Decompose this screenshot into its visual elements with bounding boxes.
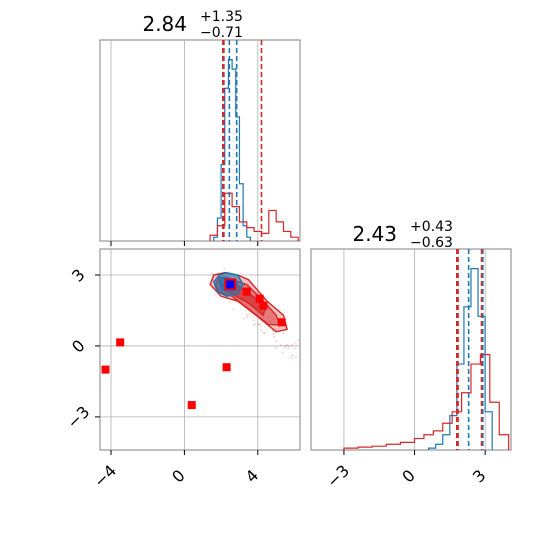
scatter-sample-point (254, 322, 257, 325)
scatter-sample-point (271, 329, 274, 332)
scatter-sample-point (291, 354, 294, 357)
scatter-sample-point (260, 329, 263, 332)
histogram-y-title-value: 2.43 (352, 222, 397, 246)
scatter-sample-point (245, 303, 248, 306)
scatter-marker-blue (226, 280, 235, 289)
scatter-sample-point (257, 323, 259, 326)
scatter-sample-point (297, 339, 300, 342)
scatter-xtick-label: 4 (242, 466, 263, 487)
histogram-y-xtick-label: −3 (323, 461, 353, 491)
scatter-sample-point (268, 320, 271, 322)
marginal-histogram-y-panel: −3 0 3 2.43 +0.43 −0.63 (310, 219, 512, 491)
scatter-sample-point (243, 317, 246, 320)
scatter-marker-red (101, 365, 110, 374)
histogram-x-grid (110, 40, 259, 241)
scatter-sample-point (263, 331, 266, 334)
scatter-sample-point (211, 272, 214, 275)
scatter-sample-point (262, 331, 265, 334)
scatter-sample-point (239, 300, 242, 302)
scatter-sample-point (223, 267, 226, 270)
scatter-sample-point (270, 320, 272, 323)
histogram-y-xtick-label: 0 (398, 466, 419, 487)
histogram-x-title-value: 2.84 (142, 12, 187, 36)
scatter-sample-point (294, 342, 297, 344)
histogram-x-ticks (110, 241, 259, 246)
scatter-sample-point (229, 300, 232, 303)
histogram-x-frame (99, 39, 301, 242)
scatter-sample-point (295, 356, 297, 359)
histogram-y-series-0-step (428, 267, 493, 450)
histogram-y-title-upper: +0.43 (410, 219, 453, 235)
joint-scatter-panel: −4 0 4 −3 0 3 (63, 248, 301, 491)
histogram-y-ticks: −3 0 3 (323, 450, 490, 491)
histogram-y-title-lower: −0.63 (410, 235, 453, 251)
scatter-xtick-label: −4 (90, 461, 120, 491)
scatter-sample-point (245, 314, 248, 316)
scatter-sample-point (257, 323, 260, 326)
scatter-ytick-label: 0 (68, 336, 89, 357)
scatter-sample-point (259, 323, 262, 326)
scatter-sample-point (284, 344, 287, 347)
scatter-sample-point (252, 324, 255, 327)
scatter-marker-red (116, 338, 125, 347)
marginal-histogram-x-panel: 2.84 +1.35 −0.71 (99, 9, 301, 246)
scatter-sample-point (283, 346, 286, 349)
scatter-sample-point (273, 335, 275, 338)
scatter-sample-point (287, 347, 290, 350)
scatter-ytick-label: −3 (63, 402, 93, 432)
scatter-marker-red (222, 363, 231, 372)
scatter-sample-point (253, 319, 256, 322)
scatter-marker-red (277, 318, 286, 327)
scatter-sample-point (272, 333, 275, 336)
scatter-marker-red (187, 401, 196, 410)
histogram-y-series (343, 267, 510, 450)
scatter-sample-point (286, 344, 289, 347)
scatter-marker-red (255, 294, 264, 303)
scatter-sample-point (290, 356, 293, 359)
scatter-grid (100, 249, 300, 450)
scatter-sample-point (291, 343, 293, 346)
scatter-sample-point (275, 346, 277, 349)
scatter-marker-red (242, 287, 251, 296)
scatter-xtick-label: 0 (168, 466, 189, 487)
histogram-y-xtick-label: 3 (469, 466, 490, 487)
scatter-sample-point (279, 344, 282, 347)
scatter-sample-point (212, 279, 215, 282)
histogram-x-series-1-step (209, 192, 299, 241)
histogram-x-title-lower: −0.71 (200, 25, 243, 41)
scatter-markers (101, 278, 286, 410)
histogram-x-quantiles (222, 40, 263, 241)
scatter-sample-point (282, 332, 285, 335)
histogram-x-series-0-step (213, 58, 252, 241)
scatter-sample-point (246, 316, 248, 318)
scatter-marker-red (259, 301, 268, 310)
scatter-sample-point (275, 340, 277, 343)
scatter-sample-point (287, 345, 290, 347)
scatter-sample-point (281, 352, 284, 354)
scatter-frame (99, 248, 301, 451)
scatter-sample-point (272, 319, 275, 321)
scatter-sample-point (260, 314, 262, 317)
histogram-x-title-upper: +1.35 (200, 9, 243, 25)
histogram-y-series-1-step (343, 353, 510, 450)
histogram-x-series (209, 58, 299, 241)
scatter-ytick-label: 3 (68, 265, 89, 286)
scatter-sample-point (232, 308, 235, 311)
histogram-y-quantiles (456, 249, 484, 450)
scatter-sample-point (293, 347, 296, 350)
scatter-sample-point (248, 313, 251, 316)
